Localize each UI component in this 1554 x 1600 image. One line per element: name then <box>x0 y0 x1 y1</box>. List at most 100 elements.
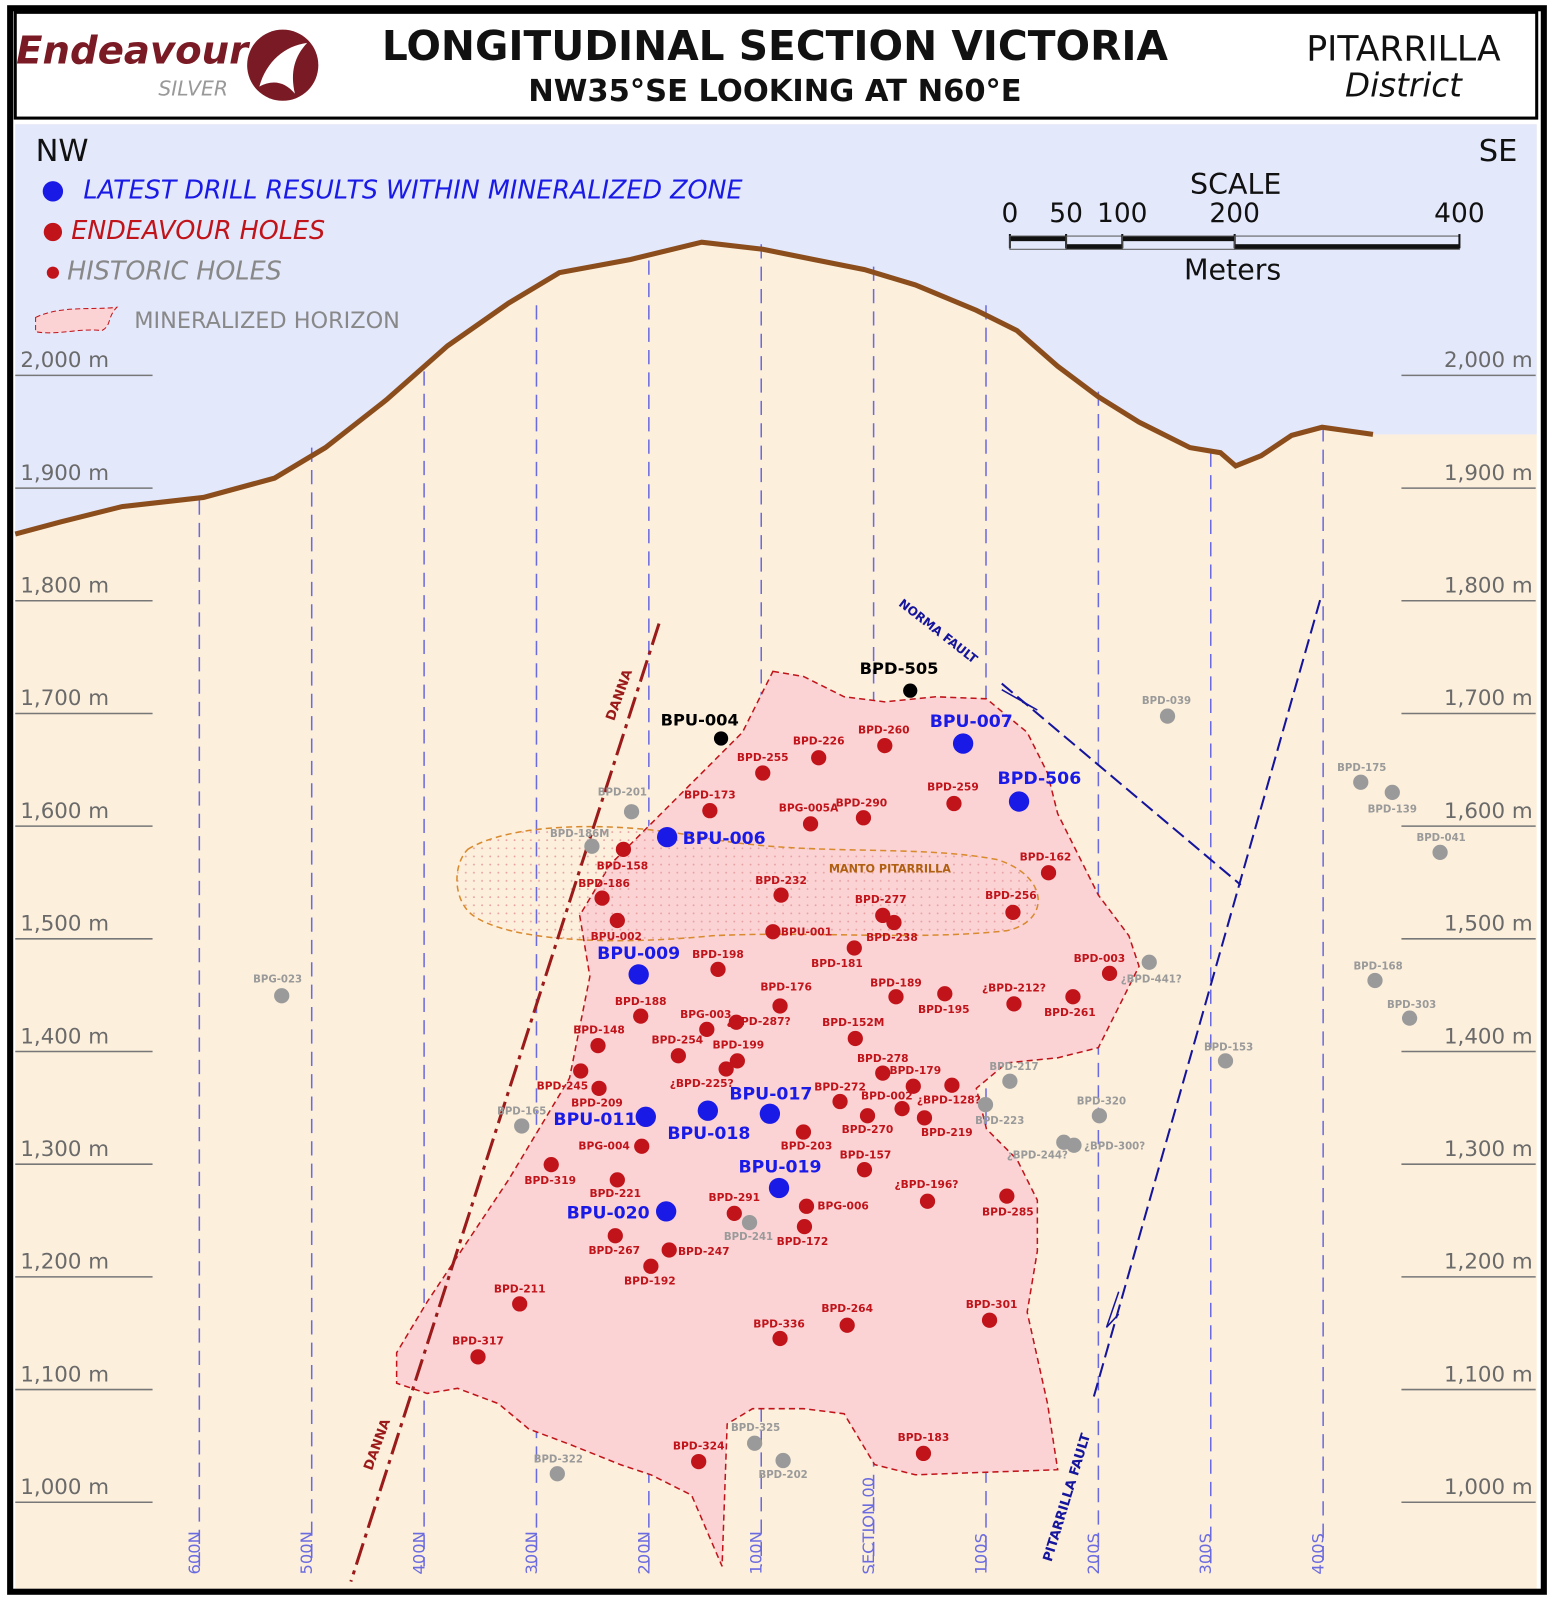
brand: Endeavour <box>16 29 251 74</box>
hole-label: ¿BPD-225? <box>670 1077 734 1090</box>
hole-label: BPD-259 <box>927 780 979 793</box>
drill-hole <box>741 1214 758 1231</box>
hole-label: BPG-023 <box>253 975 302 986</box>
drill-hole <box>875 1065 891 1081</box>
hole-label: BPD-175 <box>1337 763 1386 774</box>
hole-label: ¿BPD-196? <box>894 1178 958 1191</box>
section-label: 100N <box>747 1531 766 1574</box>
drill-hole <box>543 1156 559 1173</box>
drill-hole <box>772 1330 788 1347</box>
elevation-label: 1,100 m <box>20 1362 109 1387</box>
elevation-label: 1,900 m <box>20 461 109 486</box>
legend-marker <box>35 306 119 334</box>
legend-label: HISTORIC HOLES <box>67 256 282 286</box>
hole-label: ¿BPD-287? <box>727 1015 791 1028</box>
district-sub: District <box>1345 67 1463 105</box>
section-label: SECTION 00 <box>859 1477 878 1575</box>
drill-hole <box>718 1061 734 1077</box>
drill-hole <box>699 1021 715 1037</box>
subtitle: NW35°SE LOOKING AT N60°E <box>528 74 1021 109</box>
scale-tick-label: 200 <box>1209 198 1259 229</box>
hole-label: BPD-203 <box>781 1139 833 1152</box>
hole-label: BPD-223 <box>975 1116 1024 1127</box>
drill-hole <box>728 1014 744 1030</box>
district: PITARRILLA <box>1306 29 1501 69</box>
manto-outline <box>456 825 1039 942</box>
drill-hole <box>633 1008 649 1024</box>
direction-right: SE <box>1479 134 1518 169</box>
drill-hole <box>691 1453 707 1470</box>
hole-label: BPD-209 <box>571 1097 623 1110</box>
section-label: 200S <box>1084 1533 1103 1574</box>
drill-hole <box>977 1096 994 1113</box>
section-label: 300N <box>522 1531 541 1574</box>
elevation-label: 1,800 m <box>1444 574 1533 599</box>
drill-hole <box>1065 989 1081 1005</box>
hole-label: BPD-505 <box>860 659 939 678</box>
hole-label: BPD-168 <box>1353 961 1402 972</box>
drill-hole <box>590 1037 606 1054</box>
drill-hole <box>615 841 632 857</box>
hole-label: BPD-232 <box>755 874 807 887</box>
drill-hole <box>274 988 290 1004</box>
drill-hole <box>1040 865 1057 881</box>
hole-label: BPD-506 <box>998 769 1082 789</box>
drill-hole <box>1384 784 1400 800</box>
drill-hole <box>919 1193 936 1209</box>
drill-hole <box>846 940 862 956</box>
drill-hole <box>584 838 600 854</box>
drill-hole <box>796 1219 813 1235</box>
drill-hole <box>1066 1137 1082 1153</box>
drill-hole <box>915 1445 932 1462</box>
hole-label: ¿BPD-441? <box>1121 975 1182 986</box>
holes: BPD-260 BPD-226 BPD-255 BPD-173 BPD-259 BPD-2… <box>253 659 1466 1482</box>
hole-label: BPD-238 <box>866 931 918 944</box>
hole-label: BPD-199 <box>713 1039 765 1052</box>
hole-label: BPD-324 <box>673 1439 725 1452</box>
drill-hole <box>549 1466 565 1482</box>
drill-hole <box>609 912 625 929</box>
drill-hole <box>772 998 788 1014</box>
hole-label: BPD-256 <box>985 889 1037 902</box>
drill-hole <box>888 989 904 1005</box>
drill-hole <box>775 1452 791 1469</box>
drill-hole <box>697 1100 719 1121</box>
drill-hole <box>1353 774 1369 790</box>
drill-hole <box>839 1317 855 1333</box>
pitarrilla-arrow <box>1105 1291 1120 1328</box>
scale-bar <box>1066 244 1123 250</box>
elevation-label: 1,200 m <box>20 1250 109 1275</box>
drill-hole <box>802 816 819 832</box>
drill-hole <box>886 914 902 931</box>
hole-label: BPD-254 <box>652 1034 704 1047</box>
scale-tick-label: 50 <box>1049 198 1083 229</box>
legend-label: ENDEAVOUR HOLES <box>71 215 325 245</box>
drill-hole <box>643 1258 659 1274</box>
hole-label: BPD-158 <box>597 860 649 873</box>
drill-hole <box>1006 996 1022 1012</box>
topography <box>14 239 1374 537</box>
hole-label: BPD-202 <box>758 1470 807 1481</box>
manto-label: MANTO PITARRILLA <box>829 863 951 876</box>
hole-label: BPD-183 <box>898 1431 950 1444</box>
hole-label: BPD-153 <box>1204 1043 1253 1054</box>
hole-label: BPD-270 <box>842 1123 894 1136</box>
drill-hole <box>512 1296 528 1312</box>
drill-hole <box>765 924 781 940</box>
drill-hole <box>855 810 872 826</box>
hole-label: BPD-272 <box>814 1080 866 1093</box>
drill-hole <box>573 1063 589 1079</box>
hole-label: BPD-162 <box>1020 850 1072 863</box>
direction-left: NW <box>36 134 89 169</box>
hole-label: BPG-006 <box>817 1199 868 1212</box>
hole-label: BPD-336 <box>753 1317 805 1330</box>
drill-hole <box>877 737 893 754</box>
hole-label: BPD-221 <box>589 1187 641 1200</box>
hole-label: BPD-325 <box>731 1423 780 1434</box>
drill-hole <box>759 1103 781 1124</box>
frame <box>7 5 1547 1595</box>
drill-hole <box>981 1312 998 1328</box>
drill-hole <box>894 1101 910 1117</box>
hole-label: ¿BPD-128? <box>917 1094 981 1107</box>
drill-hole <box>670 1048 686 1064</box>
